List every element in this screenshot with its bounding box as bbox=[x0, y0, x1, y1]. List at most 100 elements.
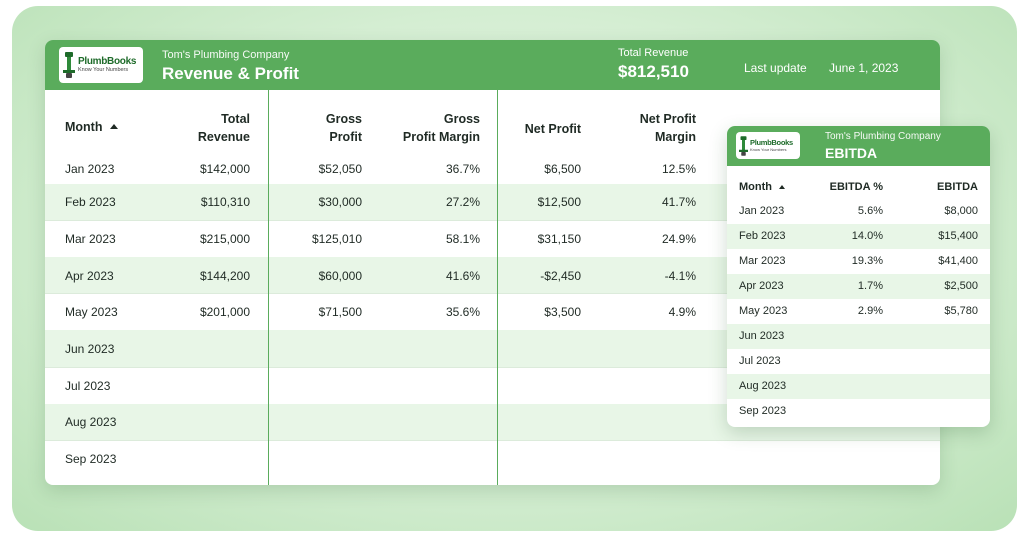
cell-net-profit: -$2,450 bbox=[540, 269, 581, 283]
report-title: Revenue & Profit bbox=[162, 64, 299, 83]
ebitda-header: PlumbBooks Know Your Numbers Tom's Plumb… bbox=[727, 126, 990, 166]
cell-month: Jan 2023 bbox=[739, 205, 785, 217]
cell-ebitda: $41,400 bbox=[938, 255, 978, 267]
ebitda-header-value[interactable]: EBITDA bbox=[937, 181, 978, 193]
row-band bbox=[727, 274, 990, 299]
logo-brand-text: PlumbBooks bbox=[78, 55, 137, 67]
cell-month: Aug 2023 bbox=[739, 380, 787, 392]
cell-net-profit: $6,500 bbox=[544, 162, 581, 176]
cell-ebitda-pct: 14.0% bbox=[851, 230, 883, 242]
column-group-divider bbox=[497, 90, 498, 485]
cell-month: Sep 2023 bbox=[739, 405, 787, 417]
cell-ebitda: $2,500 bbox=[944, 280, 978, 292]
cell-net-profit: $3,500 bbox=[544, 305, 581, 319]
row-band bbox=[727, 374, 990, 399]
cell-gross-margin: 58.1% bbox=[445, 232, 480, 246]
revenue-profit-header: PlumbBooks Know Your Numbers Tom's Plumb… bbox=[45, 40, 940, 90]
header-net-profit-line1: Net Profit bbox=[524, 122, 581, 136]
row-divider bbox=[45, 293, 940, 294]
sort-ascending-icon[interactable] bbox=[778, 185, 785, 189]
ebitda-header-month[interactable]: Month bbox=[739, 180, 785, 194]
cell-gross-margin: 27.2% bbox=[445, 195, 480, 209]
cell-gross-profit: $60,000 bbox=[318, 269, 362, 283]
company-name: Tom's Plumbing Company bbox=[162, 49, 290, 61]
cell-gross-profit: $30,000 bbox=[318, 195, 362, 209]
header-month[interactable]: Month bbox=[65, 118, 119, 136]
cell-gross-profit: $125,010 bbox=[311, 232, 362, 246]
column-group-divider bbox=[268, 90, 269, 485]
cell-net-margin: 4.9% bbox=[668, 305, 696, 319]
ebitda-title: EBITDA bbox=[825, 145, 878, 161]
cell-month: May 2023 bbox=[65, 305, 118, 319]
header-total-revenue-line1: Total bbox=[221, 112, 250, 126]
cell-month: Jun 2023 bbox=[739, 330, 785, 342]
plumbbooks-logo-icon bbox=[63, 52, 75, 78]
header-net-margin-line1: Net Profit bbox=[639, 112, 696, 126]
cell-total-revenue: $215,000 bbox=[199, 232, 250, 246]
cell-net-margin: -4.1% bbox=[664, 269, 696, 283]
plumbbooks-logo-icon bbox=[739, 135, 748, 156]
cell-month: Aug 2023 bbox=[65, 415, 117, 429]
cell-ebitda: $8,000 bbox=[944, 205, 978, 217]
cell-total-revenue: $144,200 bbox=[199, 269, 250, 283]
cell-net-margin: 12.5% bbox=[661, 162, 696, 176]
cell-ebitda-pct: 1.7% bbox=[857, 280, 883, 292]
cell-month: Jul 2023 bbox=[739, 355, 781, 367]
cell-month: Feb 2023 bbox=[739, 230, 786, 242]
cell-ebitda: $5,780 bbox=[944, 305, 978, 317]
header-gross-profit-margin[interactable]: Gross Profit Margin bbox=[360, 110, 480, 146]
cell-ebitda-pct: 19.3% bbox=[851, 255, 883, 267]
cell-net-profit: $31,150 bbox=[537, 232, 581, 246]
row-divider bbox=[45, 440, 940, 441]
header-gross-profit[interactable]: Gross Profit bbox=[262, 110, 362, 146]
logo-tagline: Know Your Numbers bbox=[750, 146, 787, 152]
cell-month: Jul 2023 bbox=[65, 379, 111, 393]
total-revenue-label: Total Revenue bbox=[618, 47, 689, 59]
cell-gross-margin: 35.6% bbox=[445, 305, 480, 319]
header-gross-margin-line2: Profit Margin bbox=[402, 130, 480, 144]
cell-total-revenue: $142,000 bbox=[199, 162, 250, 176]
header-total-revenue[interactable]: Total Revenue bbox=[150, 110, 250, 146]
cell-net-margin: 41.7% bbox=[661, 195, 696, 209]
header-net-profit[interactable]: Net Profit bbox=[481, 120, 581, 138]
row-divider bbox=[45, 220, 940, 221]
header-net-margin-line2: Margin bbox=[655, 130, 696, 144]
cell-month: Feb 2023 bbox=[65, 195, 116, 209]
logo-tagline: Know Your Numbers bbox=[78, 66, 129, 73]
cell-month: Apr 2023 bbox=[65, 269, 114, 283]
row-band bbox=[727, 324, 990, 349]
header-month-label: Month bbox=[65, 120, 103, 134]
logo-brand-text: PlumbBooks bbox=[750, 138, 793, 148]
cell-total-revenue: $110,310 bbox=[200, 195, 250, 209]
header-gross-profit-line1: Gross bbox=[325, 112, 362, 126]
header-net-profit-margin[interactable]: Net Profit Margin bbox=[596, 110, 696, 146]
cell-ebitda-pct: 2.9% bbox=[857, 305, 883, 317]
row-divider bbox=[45, 367, 940, 368]
cell-net-profit: $12,500 bbox=[537, 195, 581, 209]
cell-month: Jan 2023 bbox=[65, 162, 115, 176]
cell-gross-profit: $52,050 bbox=[318, 162, 362, 176]
plumbbooks-logo: PlumbBooks Know Your Numbers bbox=[736, 132, 800, 159]
sort-ascending-icon[interactable] bbox=[110, 124, 119, 129]
cell-gross-margin: 41.6% bbox=[445, 269, 480, 283]
cell-month: Apr 2023 bbox=[739, 280, 784, 292]
cell-gross-margin: 36.7% bbox=[445, 162, 480, 176]
plumbbooks-logo: PlumbBooks Know Your Numbers bbox=[59, 47, 143, 83]
cell-ebitda: $15,400 bbox=[938, 230, 978, 242]
cell-net-margin: 24.9% bbox=[661, 232, 696, 246]
cell-month: May 2023 bbox=[739, 305, 788, 317]
ebitda-card: PlumbBooks Know Your Numbers Tom's Plumb… bbox=[727, 126, 990, 427]
cell-month: Jun 2023 bbox=[65, 342, 115, 356]
total-revenue-value: $812,510 bbox=[618, 62, 689, 81]
header-gross-profit-line2: Profit bbox=[329, 130, 362, 144]
row-band bbox=[727, 224, 990, 249]
cell-gross-profit: $71,500 bbox=[318, 305, 362, 319]
cell-month: Mar 2023 bbox=[739, 255, 786, 267]
cell-ebitda-pct: 5.6% bbox=[857, 205, 883, 217]
ebitda-header-month-label: Month bbox=[739, 181, 772, 193]
last-update-value: June 1, 2023 bbox=[829, 61, 899, 75]
last-update-label: Last update bbox=[744, 61, 807, 75]
ebitda-header-pct[interactable]: EBITDA % bbox=[829, 181, 883, 193]
ebitda-table: Month EBITDA % EBITDA Jan 2023 5.6% $8,0… bbox=[727, 166, 990, 427]
ebitda-company-name: Tom's Plumbing Company bbox=[825, 131, 941, 142]
